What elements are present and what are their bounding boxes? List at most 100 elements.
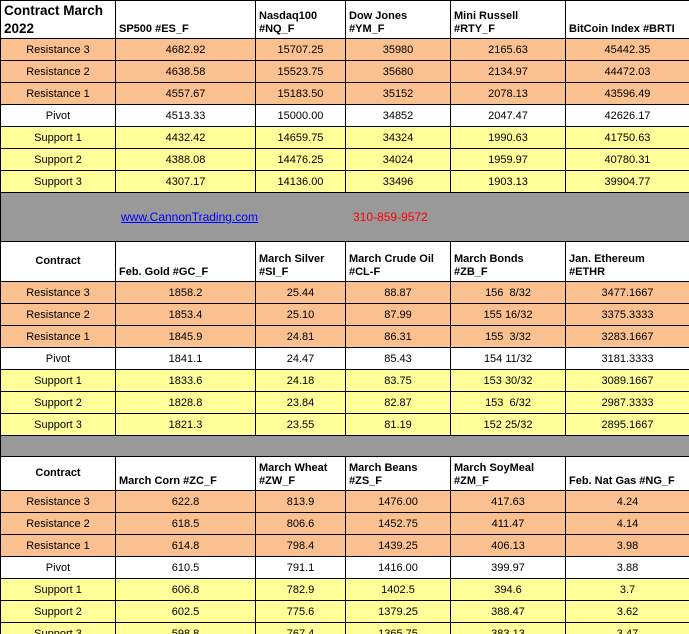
website-link[interactable]: www.CannonTrading.com [121,210,258,225]
value-cell: 622.8 [115,490,256,514]
value-cell: 35152 [345,82,451,106]
col-header-contract: Contract [0,241,116,283]
table-row: Resistance 3 622.8 813.9 1476.00 417.63 4.24 [0,490,689,514]
table-title: Contract March 2022 [0,0,116,40]
value-cell: 417.63 [450,490,566,514]
col-header-corn: March Corn #ZC_F [115,456,256,492]
phone-number: 310-859-9572 [353,210,428,225]
value-cell: 2047.47 [450,104,566,128]
value-cell: 606.8 [115,578,256,602]
value-cell: 15707.25 [255,38,346,62]
table-row: Resistance 3 4682.92 15707.25 35980 2165.63 4… [0,38,689,62]
value-cell: 406.13 [450,534,566,558]
table-row: Resistance 2 618.5 806.6 1452.75 411.47 4.14 [0,512,689,536]
value-cell: 1845.9 [115,325,256,349]
value-cell: 152 25/32 [450,413,566,437]
row-label: Pivot [0,104,116,128]
header-row-grains: Contract March Corn #ZC_F March Wheat #Z… [0,456,689,492]
value-cell: 775.6 [255,600,346,624]
header-row-indexes: Contract March 2022 SP500 #ES_F Nasdaq10… [0,0,689,40]
col-header-gold: Feb. Gold #GC_F [115,241,256,283]
table-row: Pivot 610.5 791.1 1416.00 399.97 3.88 [0,556,689,580]
table-row: Resistance 2 1853.4 25.10 87.99 155 16/32 337… [0,303,689,327]
row-label: Support 3 [0,413,116,437]
row-label: Resistance 3 [0,38,116,62]
row-label: Support 3 [0,622,116,634]
value-cell: 25.44 [255,281,346,305]
value-cell: 1476.00 [345,490,451,514]
value-cell: 86.31 [345,325,451,349]
value-cell: 156 8/32 [450,281,566,305]
value-cell: 614.8 [115,534,256,558]
value-cell: 798.4 [255,534,346,558]
col-header-wheat: March Wheat #ZW_F [255,456,346,492]
value-cell: 42626.17 [565,104,689,128]
value-cell: 40780.31 [565,148,689,172]
table-row: Resistance 1 614.8 798.4 1439.25 406.13 3.98 [0,534,689,558]
value-cell: 1833.6 [115,369,256,393]
value-cell: 1402.5 [345,578,451,602]
row-label: Resistance 3 [0,281,116,305]
value-cell: 45442.35 [565,38,689,62]
separator-band [0,435,689,458]
value-cell: 3.47 [565,622,689,634]
value-cell: 14659.75 [255,126,346,150]
separator-row: www.CannonTrading.com 310-859-9572 [0,192,689,243]
value-cell: 87.99 [345,303,451,327]
col-header-soymeal: March SoyMeal #ZM_F [450,456,566,492]
value-cell: 3477.1667 [565,281,689,305]
row-label: Support 1 [0,369,116,393]
col-header-sp500: SP500 #ES_F [115,0,256,40]
value-cell: 2165.63 [450,38,566,62]
value-cell: 394.6 [450,578,566,602]
value-cell: 4432.42 [115,126,256,150]
value-cell: 3.7 [565,578,689,602]
table-row: Support 3 1821.3 23.55 81.19 152 25/32 2895.1… [0,413,689,437]
value-cell: 1452.75 [345,512,451,536]
row-label: Resistance 1 [0,82,116,106]
value-cell: 4.24 [565,490,689,514]
table-row: Support 1 606.8 782.9 1402.5 394.6 3.7 [0,578,689,602]
value-cell: 155 16/32 [450,303,566,327]
value-cell: 82.87 [345,391,451,415]
value-cell: 4513.33 [115,104,256,128]
value-cell: 43596.49 [565,82,689,106]
value-cell: 3.88 [565,556,689,580]
header-row-commodities: Contract Feb. Gold #GC_F March Silver #S… [0,241,689,283]
value-cell: 24.81 [255,325,346,349]
table-row: Support 2 1828.8 23.84 82.87 153 6/32 2987.33… [0,391,689,415]
row-label: Pivot [0,556,116,580]
value-cell: 3181.3333 [565,347,689,371]
value-cell: 791.1 [255,556,346,580]
separator-row [0,435,689,458]
value-cell: 3375.3333 [565,303,689,327]
value-cell: 34024 [345,148,451,172]
col-header-russell: Mini Russell #RTY_F [450,0,566,40]
value-cell: 33496 [345,170,451,194]
value-cell: 1858.2 [115,281,256,305]
value-cell: 399.97 [450,556,566,580]
value-cell: 81.19 [345,413,451,437]
value-cell: 4638.58 [115,60,256,84]
value-cell: 83.75 [345,369,451,393]
row-label: Resistance 1 [0,325,116,349]
value-cell: 35680 [345,60,451,84]
table-row: Resistance 1 4557.67 15183.50 35152 2078.13 4… [0,82,689,106]
value-cell: 24.18 [255,369,346,393]
row-label: Resistance 2 [0,303,116,327]
table-row: Support 2 602.5 775.6 1379.25 388.47 3.62 [0,600,689,624]
col-header-beans: March Beans #ZS_F [345,456,451,492]
table-row: Resistance 3 1858.2 25.44 88.87 156 8/32 3477… [0,281,689,305]
table-row: Support 2 4388.08 14476.25 34024 1959.97 4078… [0,148,689,172]
col-header-bitcoin: BitCoin Index #BRTI [565,0,689,40]
row-label: Resistance 1 [0,534,116,558]
row-label: Support 2 [0,391,116,415]
value-cell: 411.47 [450,512,566,536]
value-cell: 85.43 [345,347,451,371]
table-row: Support 3 4307.17 14136.00 33496 1903.13 3990… [0,170,689,194]
value-cell: 618.5 [115,512,256,536]
value-cell: 4557.67 [115,82,256,106]
value-cell: 14136.00 [255,170,346,194]
